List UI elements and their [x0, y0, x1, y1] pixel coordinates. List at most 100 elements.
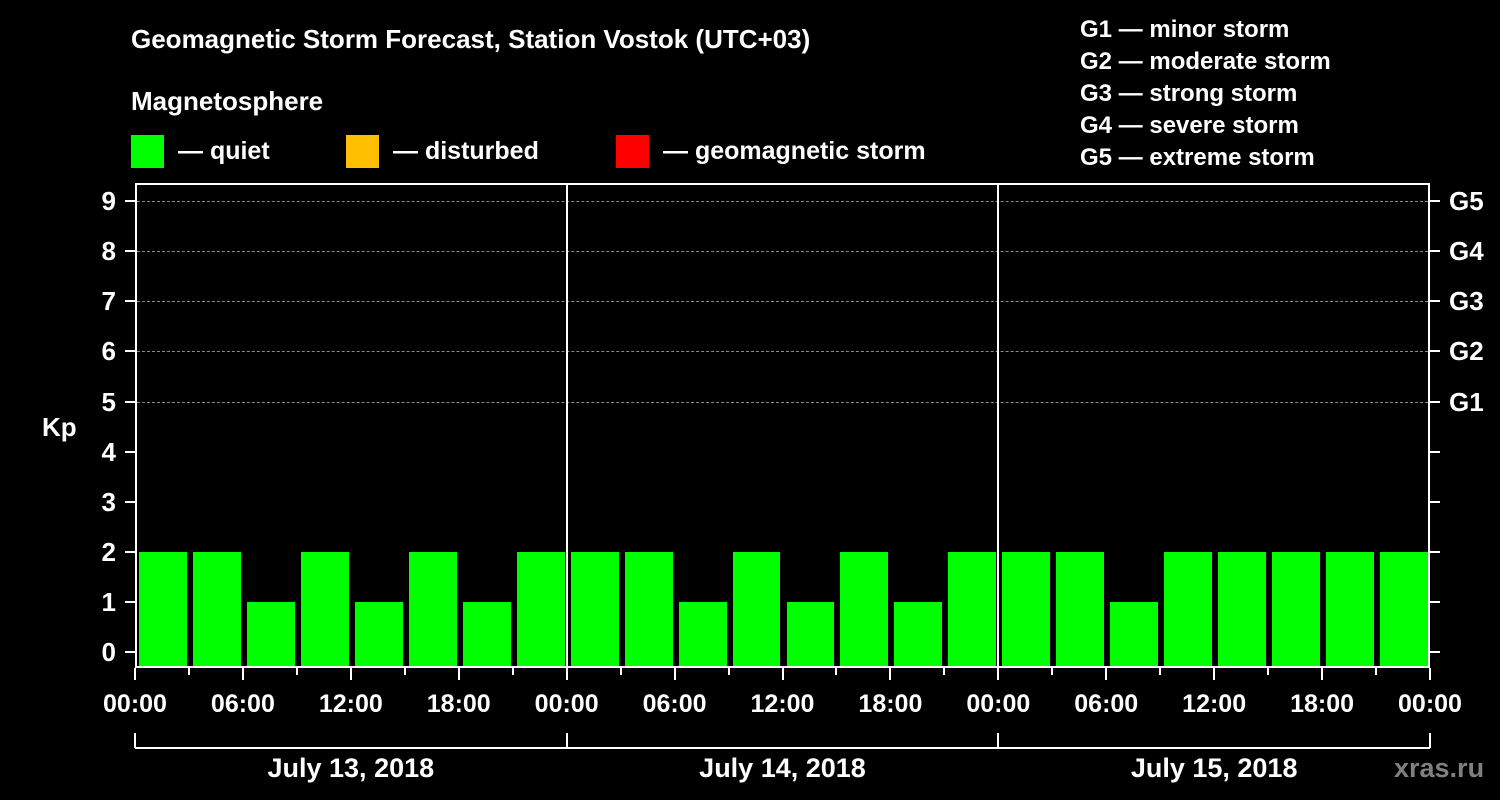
x-tick-mark: [565, 668, 568, 680]
y-tick-mark: [125, 300, 135, 303]
x-tick-label: 00:00: [534, 690, 599, 718]
g-tick-label: G2: [1449, 336, 1484, 367]
y-tick-mark-right: [1430, 400, 1440, 403]
kp-bar: [462, 601, 511, 666]
x-tick-mark: [835, 668, 838, 675]
g-scale-legend: G1 — minor storm G2 — moderate storm G3 …: [1080, 14, 1331, 174]
storm-swatch: [616, 134, 649, 168]
y-tick-mark-right: [1430, 450, 1440, 453]
y-tick-mark: [125, 250, 135, 253]
x-tick-mark: [943, 668, 946, 675]
kp-bar: [678, 601, 727, 666]
y-tick-mark: [125, 651, 135, 653]
x-tick-label: 12:00: [318, 690, 383, 718]
x-tick-label: 00:00: [966, 690, 1031, 718]
g-tick-label: G5: [1449, 186, 1484, 217]
plot-area: [135, 183, 1430, 668]
date-bracket-tick: [134, 733, 136, 748]
gridline: [137, 401, 1428, 403]
y-tick-mark: [125, 550, 135, 553]
legend-disturbed: — disturbed: [346, 134, 539, 168]
date-bracket-tick: [1429, 733, 1431, 748]
kp-bar: [139, 551, 187, 666]
y-tick-mark-right: [1430, 250, 1440, 253]
x-tick-mark: [889, 668, 892, 680]
y-tick-label: 9: [101, 186, 116, 217]
kp-bar: [354, 601, 403, 666]
legend-storm-label: — geomagnetic storm: [663, 136, 926, 165]
g1-legend: G1 — minor storm: [1080, 16, 1290, 43]
kp-bar: [300, 551, 349, 666]
y-tick-label: 8: [101, 236, 116, 267]
x-tick-mark: [1051, 668, 1054, 675]
x-tick-mark: [241, 668, 244, 680]
x-tick-mark: [781, 668, 784, 680]
gridline: [137, 201, 1428, 203]
kp-bar: [408, 551, 457, 666]
kp-bar: [1326, 551, 1375, 666]
x-tick-label: 06:00: [1074, 690, 1139, 718]
kp-bar: [732, 551, 781, 666]
kp-bar: [516, 551, 565, 666]
kp-bar: [192, 551, 241, 666]
kp-bar: [786, 601, 835, 666]
x-tick-mark: [1105, 668, 1108, 680]
y-tick-mark-right: [1430, 651, 1440, 653]
x-tick-mark: [134, 668, 136, 680]
kp-bar: [624, 551, 673, 666]
x-tick-mark: [1213, 668, 1216, 680]
x-tick-label: 18:00: [858, 690, 923, 718]
quiet-swatch: [131, 134, 164, 168]
legend-disturbed-label: — disturbed: [393, 136, 539, 165]
x-tick-mark: [295, 668, 298, 675]
x-tick-mark: [727, 668, 730, 675]
date-bracket-tick: [997, 733, 1000, 748]
legend-quiet: — quiet: [131, 134, 270, 168]
y-tick-label: 2: [101, 536, 116, 567]
kp-bar: [570, 551, 619, 666]
g-tick-label: G4: [1449, 236, 1484, 267]
chart-title: Geomagnetic Storm Forecast, Station Vost…: [131, 24, 811, 54]
kp-bar: [1164, 551, 1213, 666]
date-label: July 14, 2018: [699, 753, 866, 783]
x-tick-label: 12:00: [750, 690, 815, 718]
y-tick-mark: [125, 400, 135, 403]
y-tick-mark: [125, 350, 135, 353]
disturbed-swatch: [346, 134, 379, 168]
y-tick-label: 4: [101, 436, 116, 467]
legend-quiet-label: — quiet: [178, 136, 270, 165]
g3-legend: G3 — strong storm: [1080, 80, 1298, 107]
g4-legend: G4 — severe storm: [1080, 112, 1299, 139]
y-tick-label: 3: [101, 486, 116, 517]
y-tick-label: 7: [101, 286, 116, 317]
g2-legend: G2 — moderate storm: [1080, 48, 1331, 75]
y-tick-mark-right: [1430, 300, 1440, 303]
x-tick-label: 00:00: [1398, 690, 1462, 718]
x-tick-mark: [1159, 668, 1162, 675]
gridline: [137, 301, 1428, 303]
legend-storm: — geomagnetic storm: [616, 134, 926, 168]
x-tick-label: 06:00: [210, 690, 275, 718]
x-tick-mark: [1321, 668, 1324, 680]
gridline: [137, 251, 1428, 253]
x-tick-mark: [403, 668, 406, 675]
y-tick-label: 5: [101, 386, 116, 417]
kp-bar: [1218, 551, 1267, 666]
x-tick-label: 18:00: [426, 690, 491, 718]
day-divider: [565, 183, 568, 668]
y-tick-mark: [125, 200, 135, 203]
kp-bar: [840, 551, 889, 666]
y-tick-mark-right: [1430, 600, 1440, 603]
x-tick-mark: [187, 668, 190, 675]
x-tick-mark: [1375, 668, 1378, 675]
date-bracket-line: [135, 747, 1430, 749]
x-tick-mark: [457, 668, 460, 680]
date-bracket-tick: [565, 733, 568, 748]
y-tick-mark-right: [1430, 550, 1440, 553]
x-tick-mark: [619, 668, 622, 675]
day-divider: [997, 183, 1000, 668]
x-tick-label: 18:00: [1290, 690, 1355, 718]
kp-bar: [948, 551, 997, 666]
kp-bar: [1380, 551, 1428, 666]
y-tick-mark-right: [1430, 500, 1440, 503]
